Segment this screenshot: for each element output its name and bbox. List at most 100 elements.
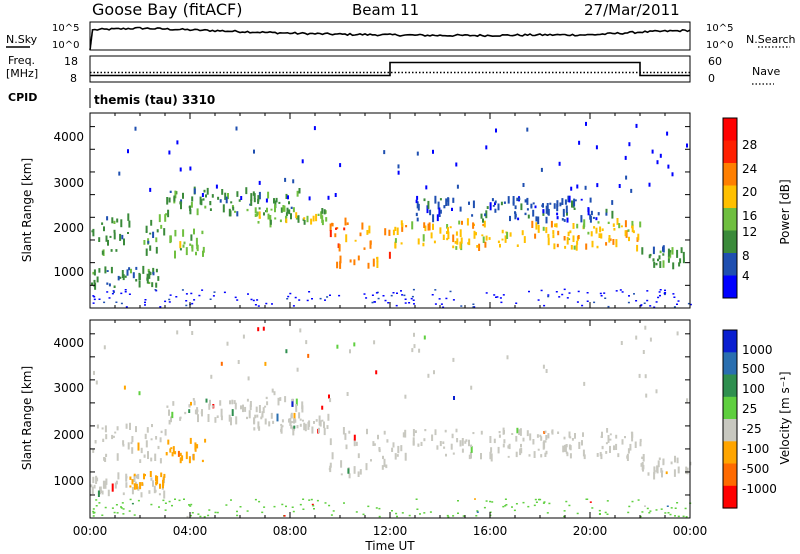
heatmap-cell <box>133 473 136 477</box>
heatmap-cell <box>384 228 387 236</box>
colorbar-segment <box>723 441 737 465</box>
heatmap-cell <box>230 201 233 204</box>
velocity-ylabel: Slant Range [km] <box>20 366 34 470</box>
heatmap-cell <box>418 348 421 353</box>
heatmap-cell <box>515 503 518 505</box>
heatmap-cell <box>179 167 182 172</box>
colorbar-segment <box>723 163 737 186</box>
heatmap-cell <box>672 293 675 295</box>
heatmap-cell <box>96 276 99 283</box>
heatmap-cell <box>446 231 448 234</box>
heatmap-cell <box>646 299 649 302</box>
heatmap-cell <box>158 493 161 496</box>
heatmap-cell <box>539 498 542 501</box>
heatmap-cell <box>353 434 356 441</box>
heatmap-cell <box>113 285 116 288</box>
heatmap-cell <box>485 292 488 294</box>
heatmap-cell <box>412 429 415 437</box>
heatmap-cell <box>231 399 234 405</box>
heatmap-cell <box>507 196 510 204</box>
heatmap-cell <box>411 221 414 230</box>
heatmap-cell <box>242 404 244 413</box>
heatmap-cell <box>290 206 293 209</box>
heatmap-cell <box>254 213 257 217</box>
heatmap-cell <box>596 183 599 188</box>
heatmap-cell <box>542 226 545 231</box>
heatmap-cell <box>502 294 505 296</box>
heatmap-cell <box>283 515 286 517</box>
heatmap-cell <box>481 234 484 237</box>
heatmap-cell <box>423 512 426 514</box>
heatmap-cell <box>171 411 174 419</box>
heatmap-cell <box>382 455 384 460</box>
heatmap-cell <box>312 215 315 222</box>
heatmap-cell <box>233 400 236 404</box>
heatmap-cell <box>612 223 615 227</box>
heatmap-cell <box>325 217 328 222</box>
heatmap-cell <box>239 506 242 508</box>
heatmap-cell <box>502 427 505 435</box>
heatmap-cell <box>244 406 247 412</box>
heatmap-cell <box>268 421 271 427</box>
heatmap-cell <box>613 445 615 451</box>
heatmap-cell <box>383 430 386 435</box>
heatmap-cell <box>676 502 679 504</box>
heatmap-cell <box>686 467 689 475</box>
heatmap-cell <box>470 446 473 453</box>
heatmap-cell <box>98 237 101 242</box>
heatmap-cell <box>607 221 610 224</box>
heatmap-cell <box>388 229 391 236</box>
heatmap-cell <box>431 294 434 296</box>
heatmap-cell <box>260 416 263 420</box>
heatmap-cell <box>571 438 574 441</box>
heatmap-cell <box>615 290 618 292</box>
heatmap-cell <box>452 245 455 249</box>
heatmap-cell <box>507 445 510 449</box>
heatmap-cell <box>566 212 568 216</box>
heatmap-cell <box>122 492 125 496</box>
heatmap-cell <box>154 453 157 461</box>
heatmap-cell <box>489 511 492 513</box>
heatmap-cell <box>169 235 172 244</box>
heatmap-cell <box>273 198 275 204</box>
heatmap-cell <box>526 127 529 132</box>
heatmap-cell <box>404 302 407 304</box>
heatmap-cell <box>155 289 158 292</box>
heatmap-cell <box>542 364 545 369</box>
heatmap-cell <box>168 150 171 155</box>
heatmap-cell <box>412 437 415 446</box>
heatmap-cell <box>209 201 212 206</box>
heatmap-cell <box>563 288 566 291</box>
heatmap-cell <box>185 293 188 295</box>
heatmap-cell <box>468 238 471 246</box>
heatmap-cell <box>234 296 237 299</box>
heatmap-cell <box>573 198 576 207</box>
heatmap-cell <box>394 453 397 460</box>
heatmap-cell <box>405 225 408 228</box>
heatmap-cell <box>545 450 548 455</box>
freq-label-line2: [MHz] <box>6 67 38 80</box>
heatmap-cell <box>434 303 437 305</box>
heatmap-cell <box>624 220 627 228</box>
heatmap-cell <box>282 205 285 212</box>
heatmap-cell <box>449 290 452 293</box>
heatmap-cell <box>138 272 141 281</box>
heatmap-cell <box>468 201 470 205</box>
heatmap-cell <box>565 205 568 213</box>
heatmap-cell <box>262 326 265 331</box>
heatmap-cell <box>609 438 612 441</box>
heatmap-cell <box>98 502 101 504</box>
heatmap-cell <box>340 473 343 476</box>
heatmap-cell <box>397 164 400 169</box>
heatmap-cell <box>430 232 433 239</box>
heatmap-cell <box>667 248 670 257</box>
heatmap-cell <box>248 410 251 419</box>
heatmap-cell <box>442 306 445 308</box>
heatmap-cell <box>195 251 197 256</box>
heatmap-cell <box>516 197 519 202</box>
heatmap-cell <box>422 234 425 242</box>
heatmap-cell <box>516 427 519 434</box>
heatmap-cell <box>540 167 543 172</box>
heatmap-cell <box>290 424 293 429</box>
heatmap-cell <box>275 197 278 203</box>
